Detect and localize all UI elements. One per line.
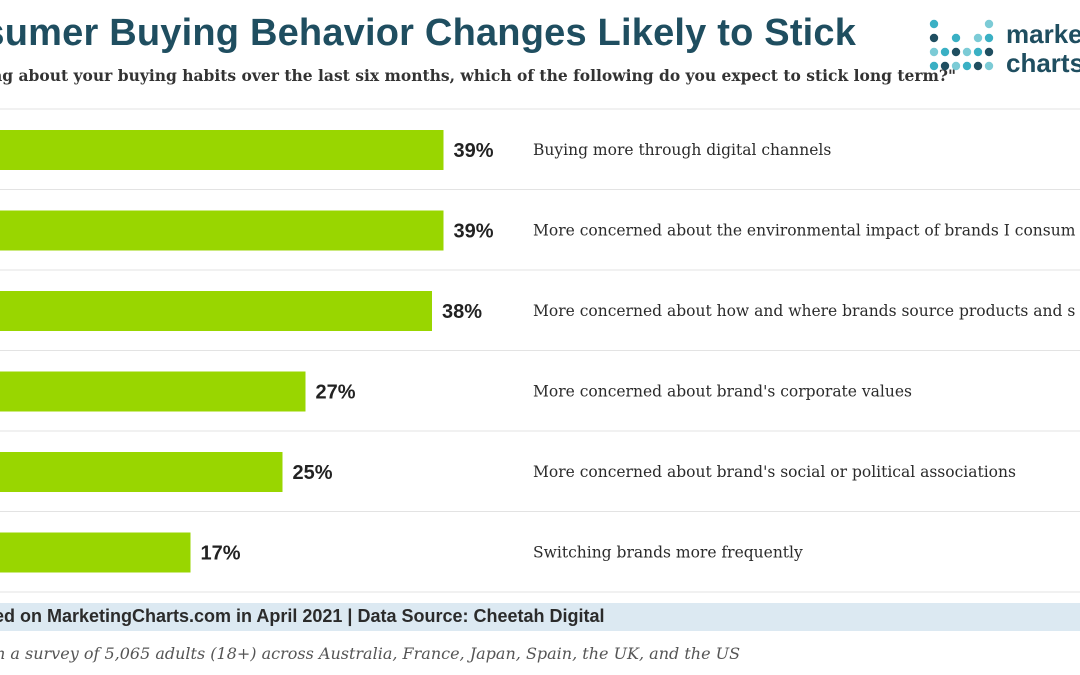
- logo-dot: [984, 47, 994, 57]
- logo-dot: [929, 33, 939, 43]
- logo-dot: [929, 47, 939, 57]
- logo-dot: [962, 47, 972, 57]
- logo-dot: [984, 19, 994, 29]
- logo-dot: [940, 47, 950, 57]
- logo-dot: [962, 61, 972, 71]
- bar-value-label: 39%: [454, 140, 494, 162]
- bar-value-label: 39%: [454, 221, 494, 243]
- footer-source: ed on MarketingCharts.com in April 2021 …: [0, 606, 605, 626]
- logo-dot: [940, 61, 950, 71]
- logo-dot: [929, 19, 939, 29]
- logo-dot: [973, 47, 983, 57]
- bar: [0, 452, 283, 492]
- logo-dot: [984, 33, 994, 43]
- chart-subtitle: ng about your buying habits over the las…: [0, 66, 957, 85]
- logo-dot: [951, 61, 961, 71]
- footer-band: [0, 603, 1080, 631]
- logo-dot: [951, 47, 961, 57]
- category-label: More concerned about the environmental i…: [533, 222, 1076, 240]
- category-label: Buying more through digital channels: [533, 141, 831, 159]
- marketingcharts-logo: marke charts: [928, 18, 1080, 80]
- logo-dot: [973, 33, 983, 43]
- bar-value-label: 38%: [442, 301, 482, 323]
- logo-line-1: marke: [1006, 19, 1080, 49]
- logo-dot: [951, 33, 961, 43]
- logo-dots-icon: [929, 19, 994, 71]
- bar-value-label: 25%: [293, 462, 333, 484]
- category-label: More concerned about brand's social or p…: [533, 463, 1016, 481]
- chart-title: nsumer Buying Behavior Changes Likely to…: [0, 12, 857, 54]
- logo-dot: [984, 61, 994, 71]
- bar: [0, 130, 444, 170]
- logo-dot: [929, 61, 939, 71]
- bar: [0, 291, 432, 331]
- category-label: Switching brands more frequently: [533, 544, 803, 562]
- category-label: More concerned about brand's corporate v…: [533, 383, 912, 401]
- logo-dot: [973, 61, 983, 71]
- bar: [0, 210, 444, 251]
- bar-value-label: 17%: [201, 543, 241, 565]
- logo-text: marke charts: [1006, 20, 1080, 78]
- bar-value-label: 27%: [316, 382, 356, 404]
- logo-line-2: charts: [1006, 48, 1080, 78]
- footer-note: n a survey of 5,065 adults (18+) across …: [0, 644, 741, 663]
- bar: [0, 371, 306, 412]
- bar-chart: 39% Buying more through digital channels 3…: [0, 108, 1080, 593]
- bar: [0, 532, 191, 573]
- category-label: More concerned about how and where brand…: [533, 302, 1075, 320]
